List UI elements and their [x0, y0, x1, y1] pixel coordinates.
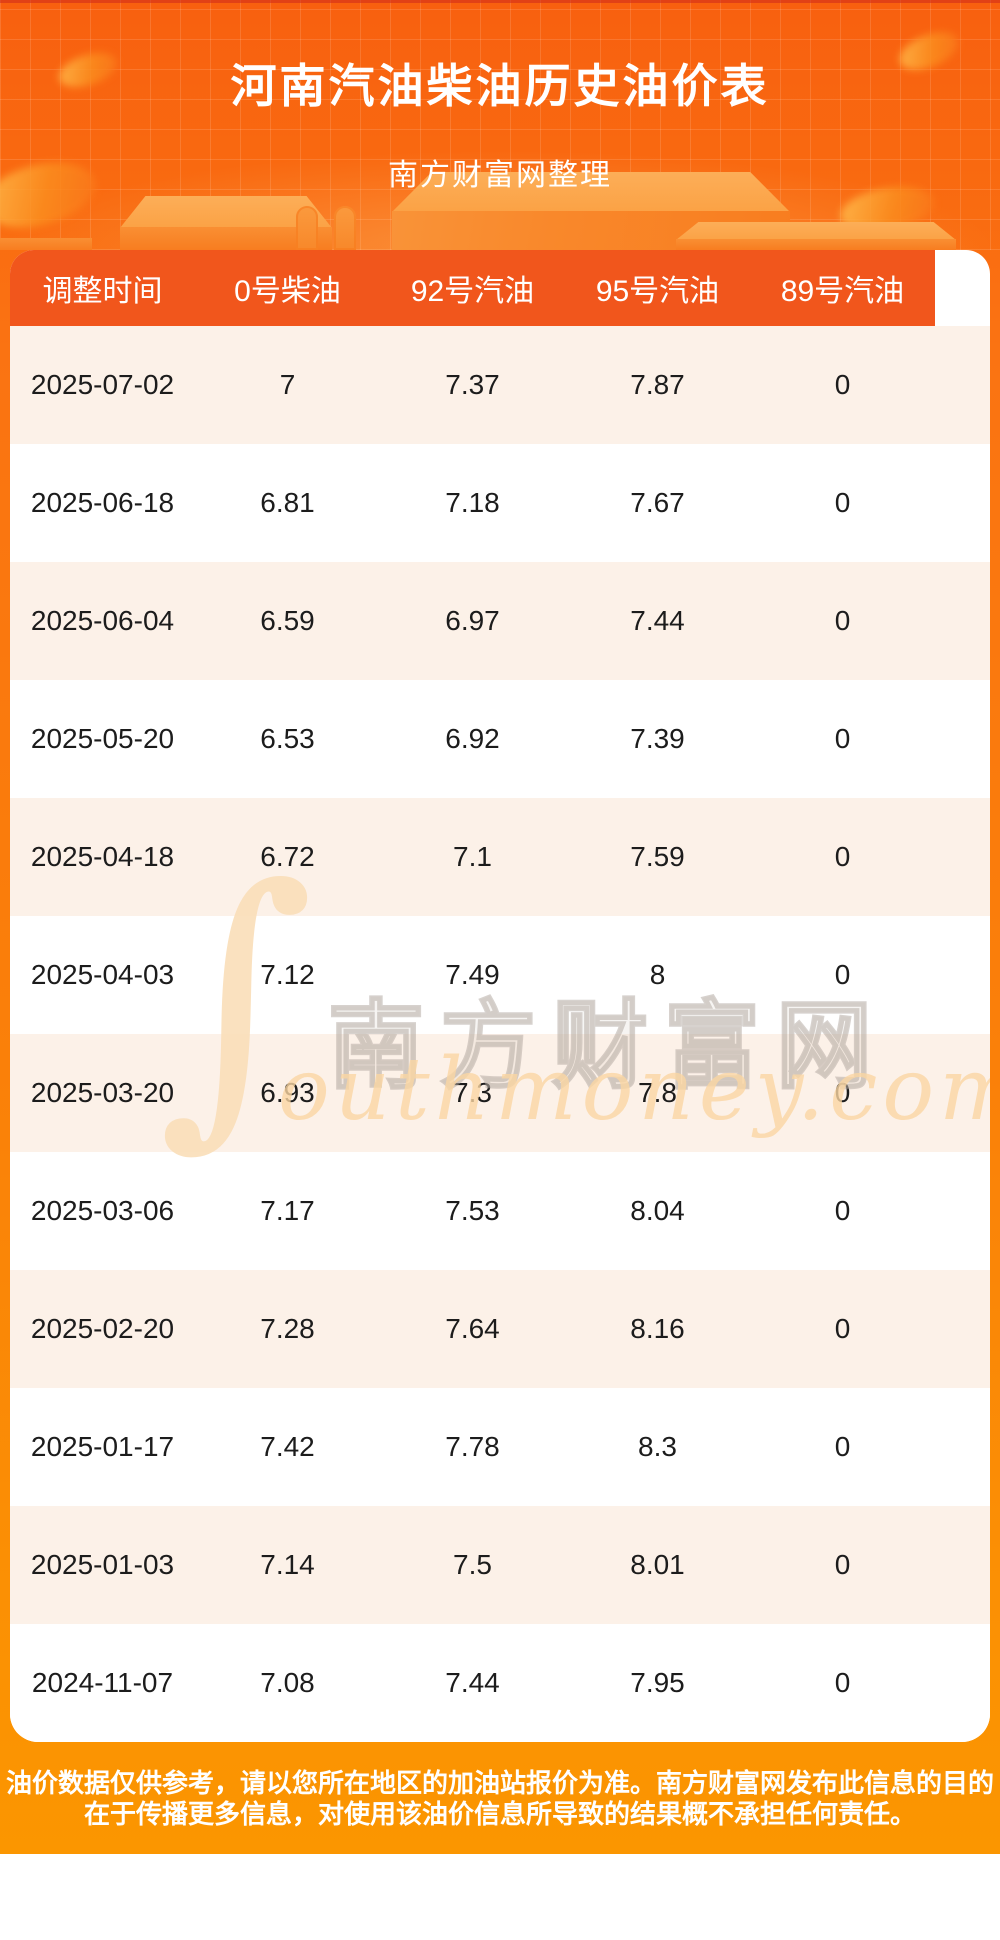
cell-date: 2025-01-17 [30, 1431, 175, 1462]
cell-gas-89: 0 [834, 605, 851, 636]
page-title: 河南汽油柴油历史油价表 [230, 60, 770, 112]
cell-gas-89: 0 [834, 487, 851, 518]
cell-diesel-0: 7.17 [260, 1195, 315, 1226]
table-row: 2025-04-18 6.72 7.1 7.59 0 [10, 798, 990, 916]
cell-gas-95: 7.39 [630, 723, 685, 754]
cell-date: 2025-04-03 [30, 959, 175, 990]
cell-gas-95: 8.16 [630, 1313, 685, 1344]
cell-date: 2025-04-18 [30, 841, 175, 872]
table-row: 2025-06-04 6.59 6.97 7.44 0 [10, 562, 990, 680]
cell-gas-92: 7.49 [445, 959, 500, 990]
cell-diesel-0: 6.59 [260, 605, 315, 636]
cell-gas-92: 6.97 [445, 605, 500, 636]
cell-gas-89: 0 [834, 841, 851, 872]
cell-diesel-0: 7.12 [260, 959, 315, 990]
cell-gas-89: 0 [834, 723, 851, 754]
cell-date: 2025-03-20 [30, 1077, 175, 1108]
cell-gas-92: 7.37 [445, 369, 500, 400]
cell-gas-89: 0 [834, 1077, 851, 1108]
table-row: 2025-01-17 7.42 7.78 8.3 0 [10, 1388, 990, 1506]
table-row: 2024-11-07 7.08 7.44 7.95 0 [10, 1624, 990, 1742]
cell-gas-89: 0 [834, 1431, 851, 1462]
cell-diesel-0: 7 [279, 369, 296, 400]
cell-gas-92: 7.3 [453, 1077, 492, 1108]
cell-gas-89: 0 [834, 959, 851, 990]
column-header-date: 调整时间 [42, 275, 163, 308]
table-row: 2025-06-18 6.81 7.18 7.67 0 [10, 444, 990, 562]
cell-gas-95: 7.44 [630, 605, 685, 636]
table-row: 2025-05-20 6.53 6.92 7.39 0 [10, 680, 990, 798]
cell-gas-92: 7.53 [445, 1195, 500, 1226]
cell-gas-95: 7.59 [630, 841, 685, 872]
cell-date: 2025-07-02 [30, 369, 175, 400]
column-header-gas-95: 95号汽油 [595, 275, 720, 308]
podium-box-decoration [392, 172, 790, 212]
cell-gas-95: 7.87 [630, 369, 685, 400]
column-header-gas-92: 92号汽油 [410, 275, 535, 308]
arch-decoration [334, 206, 356, 250]
arch-decoration [296, 206, 318, 250]
cell-gas-92: 7.78 [445, 1431, 500, 1462]
cell-gas-95: 8.04 [630, 1195, 685, 1226]
cell-gas-92: 7.44 [445, 1667, 500, 1698]
cell-diesel-0: 7.14 [260, 1549, 315, 1580]
table-row: 2025-02-20 7.28 7.64 8.16 0 [10, 1270, 990, 1388]
table-row: 2025-04-03 7.12 7.49 8 0 [10, 916, 990, 1034]
column-header-gas-89: 89号汽油 [780, 275, 905, 308]
cell-date: 2025-03-06 [30, 1195, 175, 1226]
cell-gas-89: 0 [834, 1313, 851, 1344]
bottom-white-strip [0, 1854, 1000, 1940]
cell-gas-92: 7.5 [453, 1549, 492, 1580]
cell-gas-95: 7.8 [638, 1077, 677, 1108]
table-row: 2025-01-03 7.14 7.5 8.01 0 [10, 1506, 990, 1624]
podium-box-decoration [676, 239, 956, 250]
cell-date: 2025-05-20 [30, 723, 175, 754]
cell-gas-92: 7.18 [445, 487, 500, 518]
table-row: 2025-03-06 7.17 7.53 8.04 0 [10, 1152, 990, 1270]
price-table-card: 调整时间 0号柴油 92号汽油 95号汽油 89号汽油 2025-07-02 7… [10, 250, 990, 1742]
cell-gas-95: 7.95 [630, 1667, 685, 1698]
table-header-row: 调整时间 0号柴油 92号汽油 95号汽油 89号汽油 [10, 250, 935, 326]
top-accent-line [0, 0, 1000, 3]
cell-date: 2024-11-07 [31, 1667, 174, 1698]
cell-gas-95: 8.01 [630, 1549, 685, 1580]
table-body: 2025-07-02 7 7.37 7.87 0 2025-06-18 6.81… [10, 326, 990, 1742]
podium-box-decoration [676, 222, 956, 240]
cell-gas-89: 0 [834, 1549, 851, 1580]
cell-gas-92: 7.1 [453, 841, 492, 872]
cell-gas-92: 7.64 [445, 1313, 500, 1344]
cell-date: 2025-02-20 [30, 1313, 175, 1344]
podium-box-decoration [0, 238, 92, 250]
cell-diesel-0: 6.93 [260, 1077, 315, 1108]
table-row: 2025-03-20 6.93 7.3 7.8 0 [10, 1034, 990, 1152]
cell-gas-92: 6.92 [445, 723, 500, 754]
column-header-diesel-0: 0号柴油 [234, 275, 341, 308]
cell-diesel-0: 6.72 [260, 841, 315, 872]
cell-gas-95: 7.67 [630, 487, 685, 518]
hero-header: 河南汽油柴油历史油价表 南方财富网整理 [0, 0, 1000, 250]
page-subtitle: 南方财富网整理 [388, 159, 612, 192]
podium-box-decoration [120, 227, 332, 250]
disclaimer-text: 油价数据仅供参考，请以您所在地区的加油站报价为准。南方财富网发布此信息的目的在于… [5, 1768, 994, 1829]
cell-date: 2025-01-03 [30, 1549, 175, 1580]
cell-diesel-0: 6.81 [260, 487, 315, 518]
cell-diesel-0: 7.42 [260, 1431, 315, 1462]
cell-diesel-0: 6.53 [260, 723, 315, 754]
cell-date: 2025-06-18 [30, 487, 175, 518]
cell-gas-89: 0 [834, 1195, 851, 1226]
cell-date: 2025-06-04 [30, 605, 175, 636]
cell-gas-95: 8.3 [638, 1431, 677, 1462]
cell-diesel-0: 7.08 [260, 1667, 315, 1698]
cell-diesel-0: 7.28 [260, 1313, 315, 1344]
cell-gas-89: 0 [834, 369, 851, 400]
cell-gas-89: 0 [834, 1667, 851, 1698]
cell-gas-95: 8 [649, 959, 666, 990]
table-row: 2025-07-02 7 7.37 7.87 0 [10, 326, 990, 444]
